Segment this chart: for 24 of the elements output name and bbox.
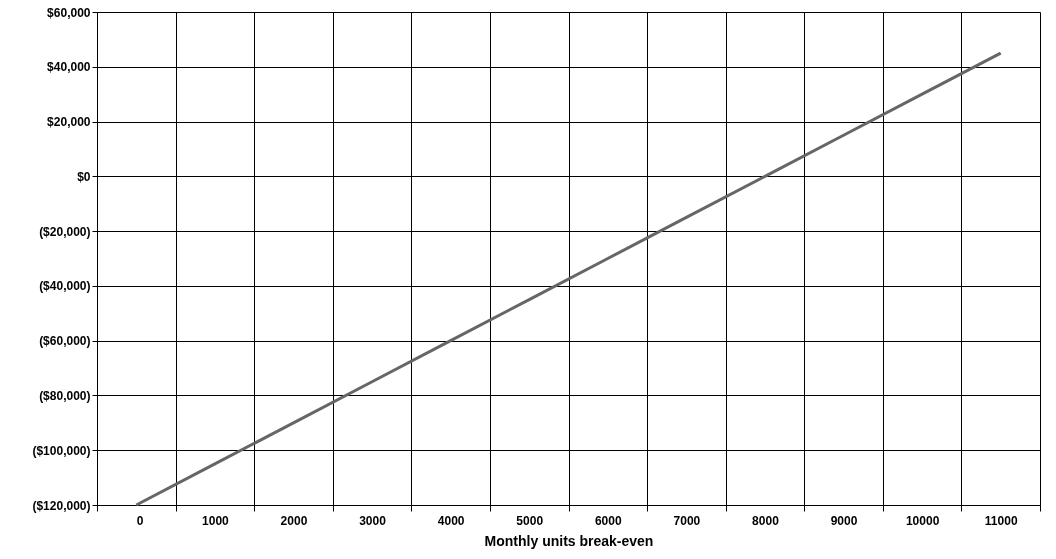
y-tick-label: $0 [77, 169, 91, 184]
x-tick-label: 11000 [984, 513, 1018, 528]
x-tick-label: 5000 [516, 513, 544, 528]
y-tick-label: ($40,000) [39, 279, 91, 294]
x-tick-label: 7000 [673, 513, 701, 528]
x-tick-label: 3000 [359, 513, 387, 528]
y-tick-label: ($100,000) [32, 443, 91, 458]
x-tick-label: 2000 [280, 513, 308, 528]
x-tick-label: 9000 [830, 513, 858, 528]
x-tick-label: 10000 [905, 513, 940, 528]
y-tick-label: $20,000 [47, 115, 91, 130]
y-tick-label: $40,000 [47, 60, 91, 75]
x-tick-label: 0 [136, 513, 144, 528]
y-tick-label: ($80,000) [39, 388, 91, 403]
y-tick-label: $60,000 [47, 5, 91, 20]
y-tick-label: ($20,000) [39, 224, 91, 239]
line-series [134, 51, 1003, 507]
x-tick-label: 4000 [437, 513, 465, 528]
x-axis-title: Monthly units break-even [484, 532, 654, 549]
y-tick-label: ($60,000) [39, 334, 91, 349]
y-tick-label: ($120,000) [32, 498, 91, 513]
x-tick-label: 6000 [594, 513, 622, 528]
x-tick-label: 8000 [752, 513, 780, 528]
x-tick-label: 1000 [202, 513, 230, 528]
